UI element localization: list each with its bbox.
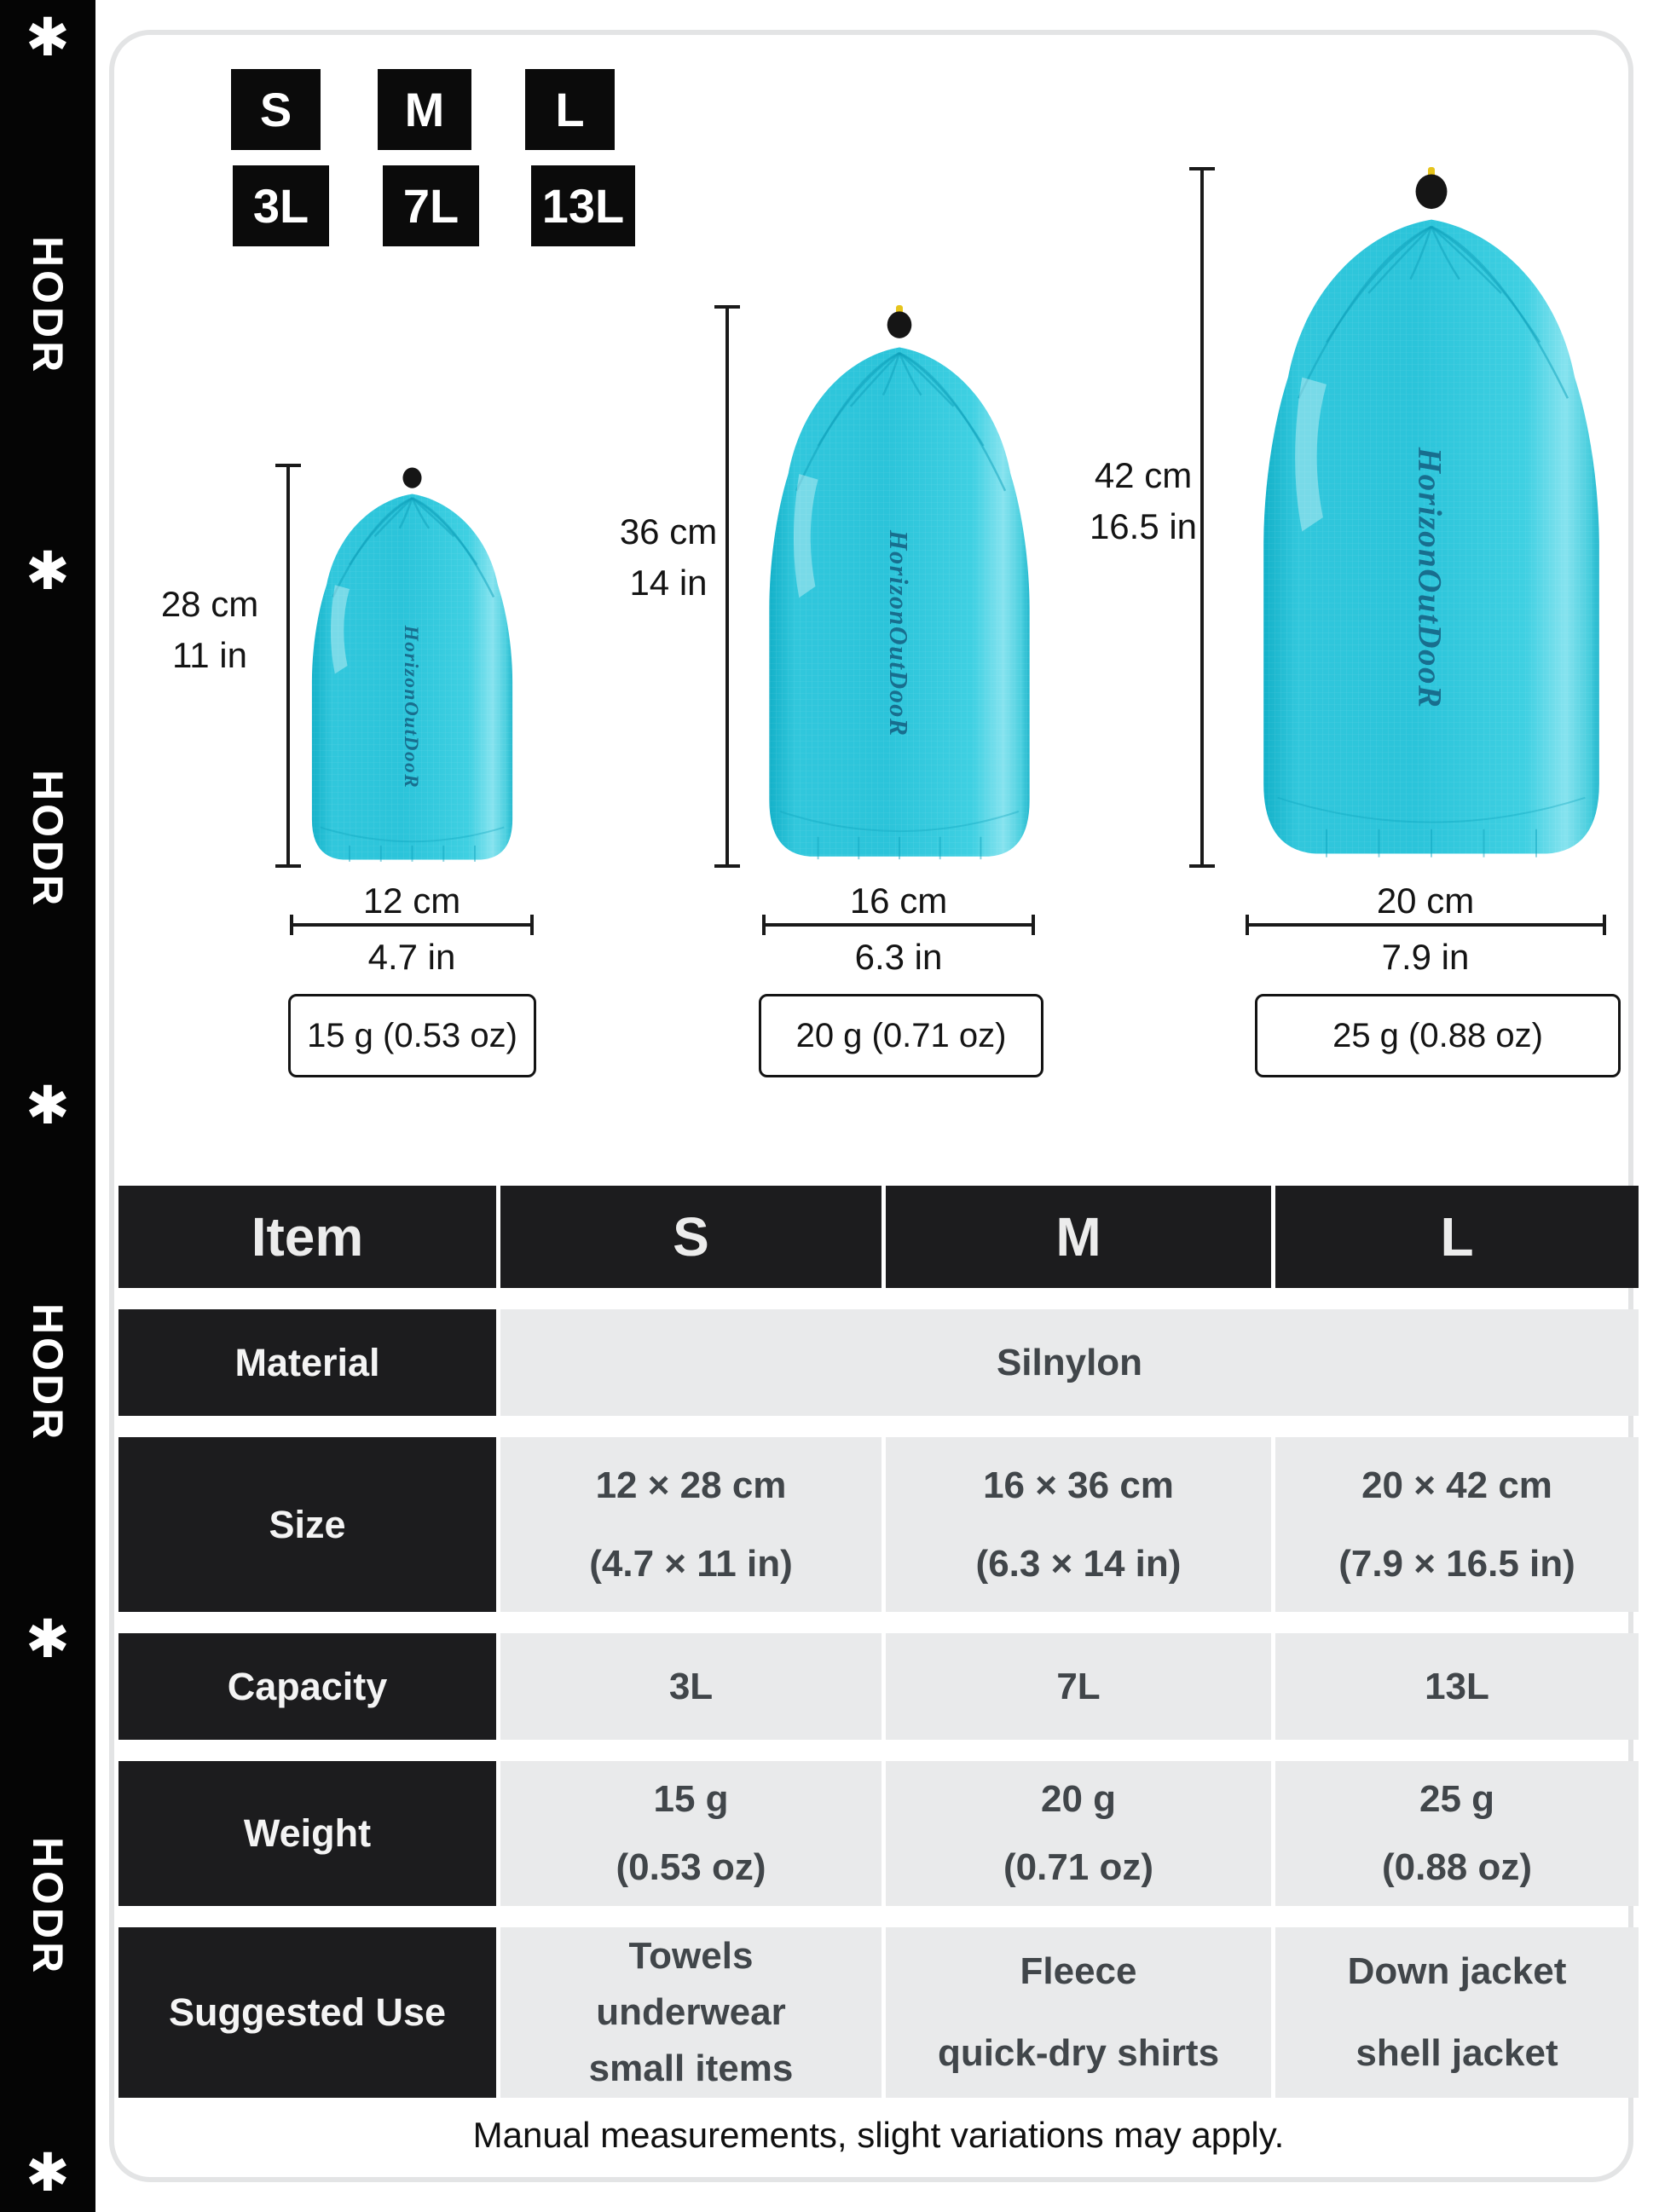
- table-row-weight: Weight 15 g (0.53 oz) 20 g (0.71 oz) 25 g(…: [118, 1761, 1639, 1906]
- sidebar-brand-text: HODR: [24, 235, 72, 375]
- height-dimension-line-large: [1189, 167, 1215, 868]
- weight-box-medium: 20 g (0.71 oz): [759, 994, 1043, 1077]
- product-infographic-card: S M L 3L 7L 13L HorizonOutDooR: [109, 30, 1639, 2182]
- height-dimension-line-medium: [714, 305, 740, 868]
- height-label-large: 42 cm 16.5 in: [1066, 450, 1220, 552]
- table-header-l: L: [1275, 1186, 1639, 1288]
- spec-table: Item S M L Material Silnylon Size 12 × 2…: [118, 1186, 1639, 2119]
- height-label-small: 28 cm 11 in: [133, 579, 286, 681]
- width-in-large: 7.9 in: [1381, 937, 1470, 977]
- bag-logo-text: HorizonOutDooR: [400, 625, 422, 789]
- table-row-capacity: Capacity 3L 7L 13L: [118, 1633, 1639, 1740]
- capacity-cell-l: 13L: [1275, 1633, 1639, 1740]
- width-in-small: 4.7 in: [367, 937, 456, 977]
- height-label-medium: 36 cm 14 in: [592, 506, 745, 609]
- use-cell-m: Fleece quick-dry shirts: [886, 1927, 1271, 2098]
- width-cm-large: 20 cm: [1376, 881, 1475, 921]
- table-header-item: Item: [118, 1186, 496, 1288]
- height-in-small: 11 in: [172, 635, 247, 675]
- table-header-s: S: [500, 1186, 882, 1288]
- brand-sidebar: ✱ HODR ✱ HODR ✱ HODR ✱ HODR ✱: [0, 0, 95, 2212]
- height-dimension-line-small: [275, 464, 301, 868]
- bag-logo-text: HorizonOutDooR: [1412, 447, 1448, 709]
- weight-cell-s: 15 g (0.53 oz): [500, 1761, 882, 1906]
- size-badge-s: S: [231, 69, 321, 150]
- stuff-sack-small: HorizonOutDooR: [308, 464, 517, 868]
- asterisk-icon: ✱: [26, 2144, 70, 2203]
- use-cell-s: Towels underwear small items: [500, 1927, 882, 2098]
- weight-cell-m: 20 g (0.71 oz): [886, 1761, 1271, 1906]
- row-label-size: Size: [118, 1437, 496, 1612]
- height-in-large: 16.5 in: [1089, 506, 1198, 546]
- row-label-weight: Weight: [118, 1761, 496, 1906]
- width-dimension-line-small: [290, 915, 534, 935]
- sidebar-brand-text: HODR: [24, 1837, 72, 1977]
- asterisk-icon: ✱: [26, 9, 70, 67]
- size-cell-l: 20 × 42 cm (7.9 × 16.5 in): [1275, 1437, 1639, 1612]
- material-value: Silnylon: [500, 1309, 1639, 1416]
- height-cm-medium: 36 cm: [619, 511, 718, 552]
- size-cell-s: 12 × 28 cm (4.7 × 11 in): [500, 1437, 882, 1612]
- width-cm-medium: 16 cm: [849, 881, 948, 921]
- height-cm-small: 28 cm: [160, 584, 259, 624]
- weight-box-small: 15 g (0.53 oz): [288, 994, 536, 1077]
- asterisk-icon: ✱: [26, 1609, 70, 1669]
- size-cell-m: 16 × 36 cm (6.3 × 14 in): [886, 1437, 1271, 1612]
- capacity-cell-s: 3L: [500, 1633, 882, 1740]
- weight-cell-l: 25 g (0.88 oz): [1275, 1761, 1639, 1906]
- capacity-badge-3l: 3L: [233, 165, 329, 246]
- table-row-size: Size 12 × 28 cm (4.7 × 11 in) 16 × 36 cm(…: [118, 1437, 1639, 1612]
- capacity-badge-13l: 13L: [531, 165, 635, 246]
- height-in-medium: 14 in: [629, 563, 708, 603]
- table-header-row: Item S M L: [118, 1186, 1639, 1288]
- sidebar-brand-text: HODR: [24, 769, 72, 909]
- row-label-capacity: Capacity: [118, 1633, 496, 1740]
- size-badge-m: M: [378, 69, 471, 150]
- stuff-sack-medium: HorizonOutDooR: [764, 305, 1035, 868]
- width-cm-small: 12 cm: [362, 881, 461, 921]
- height-cm-large: 42 cm: [1094, 455, 1193, 495]
- use-cell-l: Down jacket shell jacket: [1275, 1927, 1639, 2098]
- table-header-m: M: [886, 1186, 1271, 1288]
- measurement-disclaimer: Manual measurements, slight variations m…: [472, 2115, 1285, 2155]
- row-label-suggested-use: Suggested Use: [118, 1927, 496, 2098]
- size-badge-l: L: [525, 69, 615, 150]
- row-label-material: Material: [118, 1309, 496, 1416]
- asterisk-icon: ✱: [26, 1076, 70, 1135]
- weight-box-large: 25 g (0.88 oz): [1255, 994, 1621, 1077]
- sidebar-brand-text: HODR: [24, 1303, 72, 1443]
- width-dimension-line-large: [1246, 915, 1606, 935]
- table-row-suggested-use: Suggested Use Towels underwear small ite…: [118, 1927, 1639, 2098]
- capacity-cell-m: 7L: [886, 1633, 1271, 1740]
- width-in-medium: 6.3 in: [854, 937, 943, 977]
- capacity-badge-7l: 7L: [383, 165, 479, 246]
- stuff-sack-large: HorizonOutDooR: [1257, 167, 1606, 868]
- bag-logo-text: HorizonOutDooR: [884, 529, 913, 737]
- asterisk-icon: ✱: [26, 542, 70, 602]
- table-row-material: Material Silnylon: [118, 1309, 1639, 1416]
- width-dimension-line-medium: [762, 915, 1035, 935]
